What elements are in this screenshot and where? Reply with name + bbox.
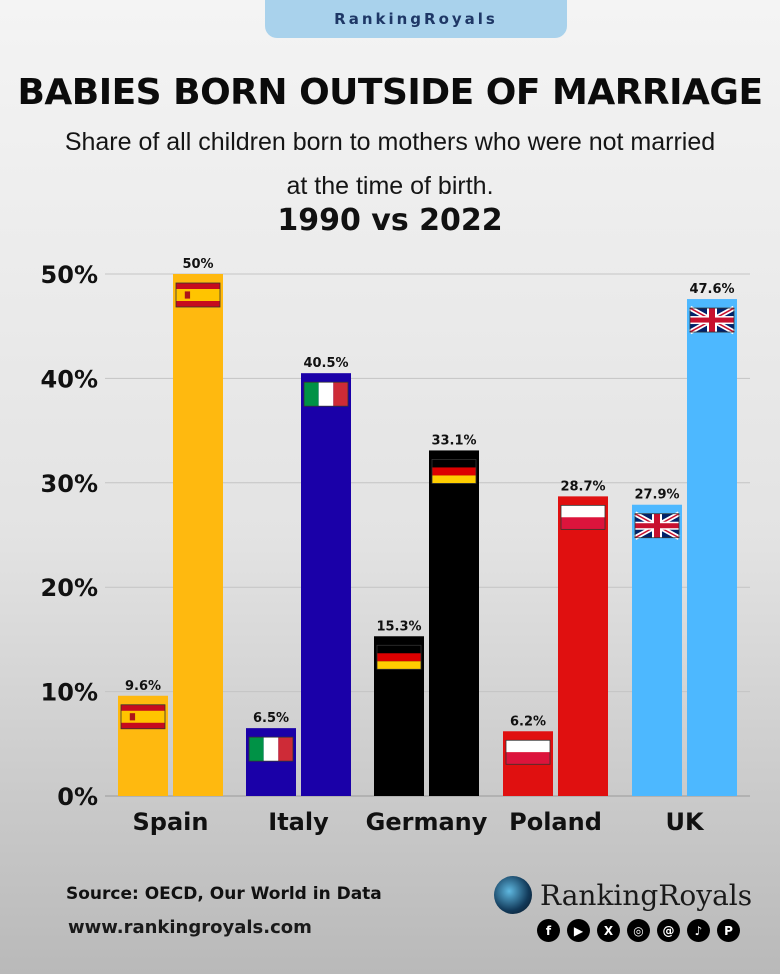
flag-part (121, 710, 165, 723)
flag-part (249, 737, 264, 762)
flag-part (432, 467, 476, 476)
logo-text: RankingRoyals (540, 878, 753, 912)
poland-flag-icon (505, 739, 551, 765)
chart-title: BABIES BORN OUTSIDE OF MARRIAGE (17, 72, 763, 113)
spain-flag-icon (175, 282, 221, 308)
flag-part (432, 459, 476, 468)
germany-flag-icon (376, 644, 422, 670)
source-text: Source: OECD, Our World in Data (66, 884, 382, 904)
bar-germany-2022 (429, 450, 479, 796)
flag-part (304, 382, 319, 407)
flag-part (635, 523, 679, 529)
y-tick-label: 30% (41, 470, 98, 498)
flag-part (176, 289, 220, 301)
italy-flag-icon (303, 381, 349, 407)
threads-icon[interactable]: @ (657, 919, 680, 942)
data-label: 33.1% (431, 433, 476, 448)
flag-part (318, 382, 334, 407)
x-tick-label: Germany (366, 808, 488, 836)
flag-part (129, 713, 136, 721)
x-tick-label: Italy (268, 808, 329, 836)
data-label: 6.5% (253, 711, 289, 726)
social-icons: f ▶ X ◎ @ ♪ P (537, 919, 740, 942)
germany-flag-icon (431, 459, 477, 484)
y-tick-label: 10% (41, 679, 98, 707)
flag-border (303, 381, 349, 407)
x-icon[interactable]: X (597, 919, 620, 942)
data-label: 50% (182, 257, 213, 272)
flag-part (561, 505, 605, 518)
italy-flag-icon (248, 736, 294, 762)
spain-flag-icon (120, 704, 166, 730)
instagram-icon[interactable]: ◎ (627, 919, 650, 942)
flag-part (184, 291, 191, 299)
brand-banner: RankingRoyals (265, 0, 567, 38)
flag-part (263, 737, 279, 762)
bar-poland-2022 (558, 496, 608, 796)
data-label: 6.2% (510, 714, 546, 729)
flag-border (634, 513, 680, 539)
x-tick-label: UK (665, 808, 704, 836)
flag-part (377, 653, 421, 662)
chart-subtitle: Share of all children born to mothers wh… (64, 128, 716, 200)
globe-icon (494, 876, 532, 914)
pinterest-icon[interactable]: P (717, 919, 740, 942)
data-label: 28.7% (560, 479, 605, 494)
website-link[interactable]: www.rankingroyals.com (68, 917, 312, 938)
y-tick-label: 0% (57, 783, 98, 811)
facebook-icon[interactable]: f (537, 919, 560, 942)
poland-flag-icon (560, 504, 606, 530)
data-label: 9.6% (125, 679, 161, 694)
flag-part (333, 382, 348, 407)
flag-border (689, 307, 735, 333)
y-tick-label: 20% (41, 574, 98, 602)
bar-chart: 0% 10% 20% 30% 40% 50% 9.6% 50% Spain 6.5% 40.5% It… (41, 257, 750, 836)
brand-logo: RankingRoyals (494, 876, 752, 914)
flag-border (376, 644, 422, 670)
tiktok-icon[interactable]: ♪ (687, 919, 710, 942)
data-label: 27.9% (634, 488, 679, 503)
youtube-icon[interactable]: ▶ (567, 919, 590, 942)
flag-part (690, 317, 734, 323)
flag-part (278, 737, 293, 762)
flag-border (505, 739, 551, 765)
x-tick-label: Spain (133, 808, 209, 836)
flag-part (506, 740, 550, 753)
x-tick-label: Poland (509, 808, 602, 836)
bar-spain-2022 (173, 274, 223, 796)
flag-part (432, 475, 476, 484)
bar-italy-2022 (301, 373, 351, 796)
flag-part (506, 752, 550, 765)
flag-part (561, 517, 605, 530)
flag-part (377, 645, 421, 654)
chart-period: 1990 vs 2022 (277, 203, 503, 238)
y-tick-label: 50% (41, 261, 98, 289)
flag-border (248, 736, 294, 762)
y-tick-label: 40% (41, 365, 98, 393)
bar-uk-1990 (632, 504, 682, 796)
uk-flag-icon (633, 511, 681, 540)
flag-border (120, 704, 166, 730)
flag-border (431, 459, 477, 484)
flag-part (377, 661, 421, 670)
flag-border (175, 282, 221, 308)
data-label: 47.6% (689, 282, 734, 297)
data-label: 15.3% (376, 619, 421, 634)
uk-flag-icon (688, 305, 736, 335)
bar-uk-2022 (687, 299, 737, 796)
flag-border (560, 504, 606, 530)
data-label: 40.5% (303, 356, 348, 371)
